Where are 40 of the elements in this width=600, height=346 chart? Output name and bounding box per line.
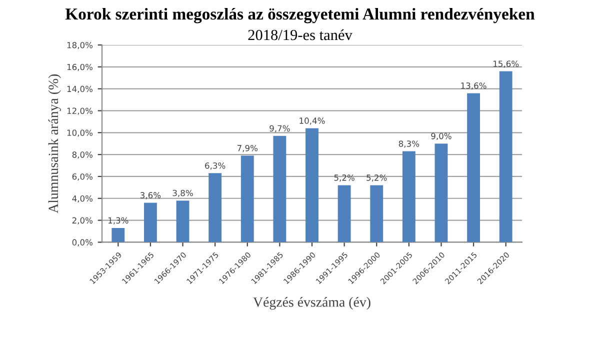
data-label: 6,3% xyxy=(205,162,226,170)
chart-title: Korok szerinti megoszlás az összegyetemi Alumni rendezvényeken xyxy=(65,8,535,24)
y-tick-label: 14,0% xyxy=(67,86,93,93)
bar xyxy=(306,128,318,242)
bar xyxy=(499,71,512,242)
data-label: 8,3% xyxy=(398,140,420,148)
bar xyxy=(176,200,190,242)
data-label: 9,7% xyxy=(270,125,290,132)
bar xyxy=(338,185,351,242)
data-label: 5,2% xyxy=(366,174,387,182)
y-tick-label: 4,0% xyxy=(72,195,93,203)
bar xyxy=(467,93,480,242)
y-tick-label: 10,0% xyxy=(67,130,93,137)
bar xyxy=(273,136,286,242)
bar xyxy=(240,156,254,242)
y-tick-label: 18,0% xyxy=(67,42,93,50)
data-label: 7,9% xyxy=(237,144,258,152)
y-tick-label: 12,0% xyxy=(67,108,93,115)
chart-subtitle: 2018/19-es tanév xyxy=(248,29,352,40)
data-label: 3,6% xyxy=(140,192,161,200)
bar xyxy=(208,173,222,242)
bar xyxy=(144,202,157,242)
y-tick-label: 2,0% xyxy=(72,217,93,224)
data-label: 9,0% xyxy=(431,132,452,140)
data-label: 3,8% xyxy=(172,190,193,198)
y-tick-label: 0,0% xyxy=(72,239,93,246)
data-label: 15,6% xyxy=(494,60,519,68)
bar xyxy=(112,228,125,242)
bar xyxy=(402,151,416,242)
y-axis-title: Alumnusaink aránya (%) xyxy=(48,74,61,214)
y-tick-label: 16,0% xyxy=(67,64,93,72)
data-label: 13,6% xyxy=(461,82,486,90)
x-axis-title: Végzés évszáma (év) xyxy=(253,297,370,310)
data-label: 5,2% xyxy=(334,174,354,182)
bar xyxy=(434,144,448,242)
y-tick-label: 8,0% xyxy=(72,152,93,159)
data-label: 1,3% xyxy=(108,217,128,224)
y-tick-label: 6,0% xyxy=(72,173,93,181)
data-label: 10,4% xyxy=(300,118,325,125)
bar xyxy=(370,185,384,242)
